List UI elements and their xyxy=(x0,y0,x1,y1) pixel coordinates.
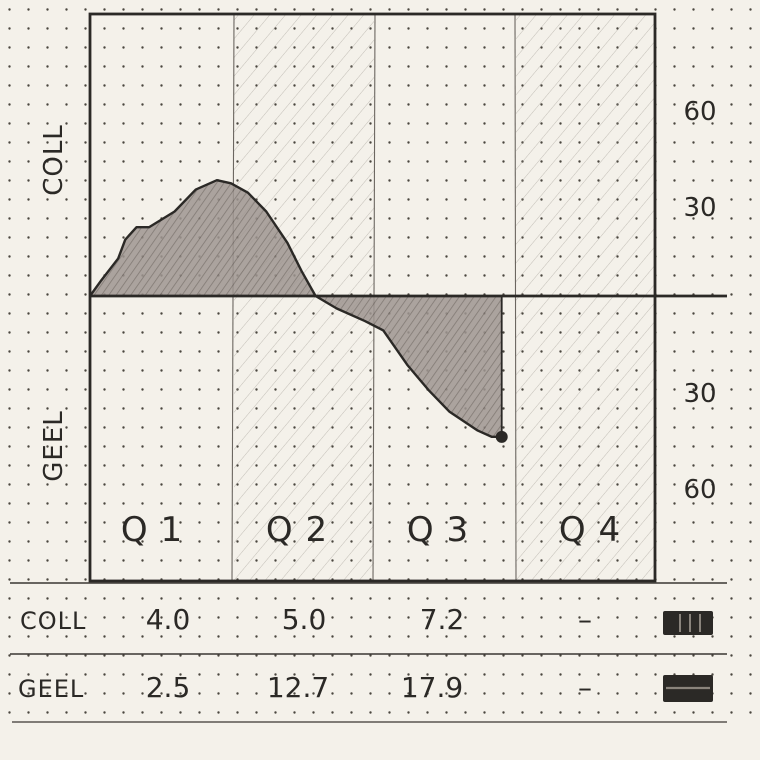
table-cell: – xyxy=(578,603,592,636)
tick-upper-60: 60 xyxy=(683,97,716,127)
area-positive xyxy=(90,180,316,296)
category-label-q2: Q 2 xyxy=(266,510,328,550)
table-cell: 7.2 xyxy=(420,603,465,636)
plot-frame xyxy=(88,12,657,583)
legend-swatch-geel xyxy=(663,675,713,702)
category-label-q3: Q 3 xyxy=(407,510,469,550)
line-layer xyxy=(89,178,508,443)
table-cell: 5.0 xyxy=(282,603,327,636)
table-row-label: COLL xyxy=(20,607,86,635)
tick-lower-60: 60 xyxy=(683,475,716,505)
data-table: COLL 4.0 5.0 7.2 – GEEL 2.5 12.7 17.9 – xyxy=(10,582,727,723)
category-label-q4: Q 4 xyxy=(559,510,621,550)
table-row-label: GEEL xyxy=(18,675,84,703)
divider-q1-q2 xyxy=(231,13,235,582)
divider-q3-q4 xyxy=(514,13,517,582)
table-cell: 2.5 xyxy=(146,671,191,704)
category-label-q1: Q 1 xyxy=(121,510,183,550)
table-cell: 12.7 xyxy=(267,671,329,704)
upper-axis-label: COLL xyxy=(39,124,69,196)
quarter-shade-q4 xyxy=(516,14,655,581)
tick-lower-30: 30 xyxy=(683,379,716,409)
table-cell: – xyxy=(578,671,592,704)
table-cell: 17.9 xyxy=(401,671,463,704)
legend-swatch-coll xyxy=(663,611,713,635)
end-point-marker xyxy=(495,430,508,443)
table-cell: 4.0 xyxy=(146,603,191,636)
tick-upper-30: 30 xyxy=(683,193,716,223)
series-line xyxy=(89,178,502,439)
lower-axis-label: GEEL xyxy=(39,410,69,482)
